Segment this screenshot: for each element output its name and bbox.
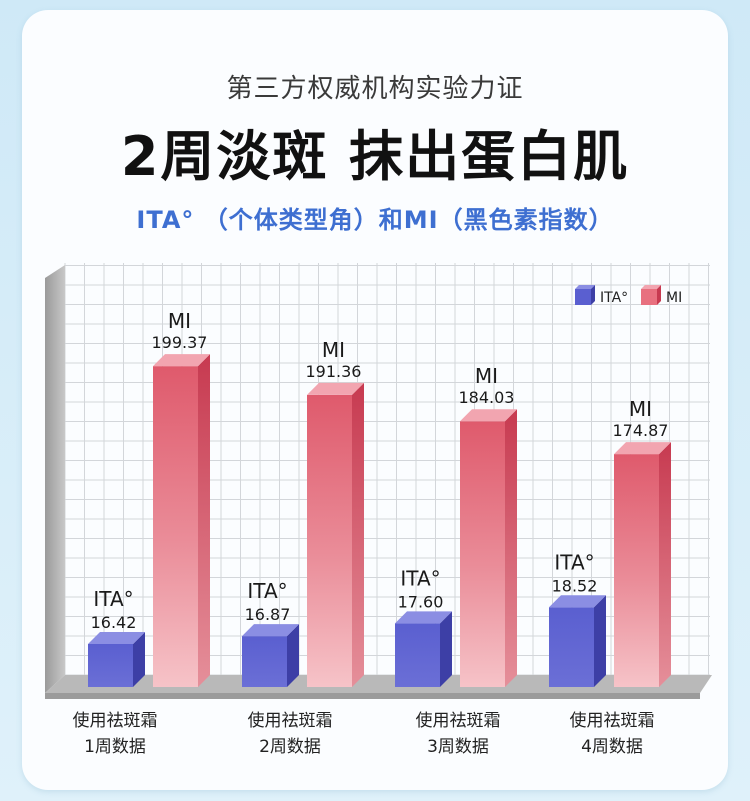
ita-bar [242,636,287,687]
ita-bar-top [549,595,606,608]
ita-bar-side [594,595,606,687]
x-axis-tick-label-line: 使用祛斑霜 [415,711,501,731]
legend-ita-swatch-side [591,285,595,305]
x-axis-tick-label-line: 1周数据 [84,737,146,757]
ita-bar [549,607,594,687]
x-axis-tick-label: 使用祛斑霜 4周数据 [542,708,682,760]
ita-bar-series-label: ITA° [93,587,133,611]
legend-mi-swatch-side [657,285,661,305]
mi-bar-side [198,354,210,687]
ita-bar [88,644,133,687]
ita-bar-side [440,611,452,687]
chart-floor [45,675,712,693]
ita-bar-value-label: 17.60 [398,592,444,611]
mi-bar [614,454,659,687]
mi-bar-value-label: 199.37 [152,333,208,352]
legend-ita-swatch-top [575,285,595,289]
mi-bar-value-label: 184.03 [459,388,515,407]
mi-bar-top [307,382,364,395]
legend-mi-swatch [641,289,657,305]
mi-bar [307,394,352,687]
chart-floor-edge [45,693,700,699]
mi-bar-series-label: MI [322,338,345,362]
legend-mi-label: MI [666,290,682,306]
x-axis-tick-label: 使用祛斑霜 2周数据 [220,708,360,760]
legend-ita-swatch [575,289,591,305]
subtitle: 第三方权威机构实验力证 [226,74,524,104]
chart-caption: ITA° （个体类型角）和MI（黑色素指数） [136,206,614,234]
legend-ita-label: ITA° [600,290,628,306]
ita-bar [395,623,440,687]
mi-bar-value-label: 174.87 [613,421,669,440]
x-axis-tick-label-line: 使用祛斑霜 [72,711,158,731]
page-title: 2周淡斑 抹出蛋白肌 [120,125,630,188]
ita-bar-series-label: ITA° [400,566,440,590]
ita-bar-value-label: 16.87 [245,605,291,624]
x-axis-tick-label-line: 使用祛斑霜 [247,711,333,731]
mi-bar-series-label: MI [629,397,652,421]
ita-bar-top [88,632,145,644]
ita-bar-side [287,624,299,687]
x-axis-tick-label-line: 3周数据 [427,737,489,757]
chart-left-wall [45,265,65,693]
x-axis-tick-label-line: 4周数据 [581,737,643,757]
mi-bar [153,366,198,687]
ita-bar-value-label: 16.42 [91,613,137,632]
ita-bar-top [395,611,452,624]
x-axis-tick-label-line: 2周数据 [259,737,321,757]
mi-bar-series-label: MI [475,364,498,388]
mi-bar-side [505,409,517,687]
mi-bar-top [460,409,517,422]
ita-bar-series-label: ITA° [554,550,594,574]
ita-bar-series-label: ITA° [247,579,287,603]
bar-chart: ITA°16.42MI199.37ITA°16.87MI191.36ITA°17… [45,263,712,699]
mi-bar-top [614,442,671,455]
ita-bar-value-label: 18.52 [552,576,598,595]
mi-bar-series-label: MI [168,309,191,333]
ita-bar-side [133,632,145,687]
x-axis-tick-label-line: 使用祛斑霜 [569,711,655,731]
mi-bar-side [352,382,364,687]
mi-bar-value-label: 191.36 [306,362,362,381]
x-axis-tick-label: 使用祛斑霜 3周数据 [388,708,528,760]
mi-bar [460,421,505,687]
mi-bar-side [659,442,671,687]
x-axis-tick-label: 使用祛斑霜 1周数据 [45,708,185,760]
mi-bar-top [153,354,210,367]
ita-bar-top [242,624,299,637]
legend-mi-swatch-top [641,285,661,289]
